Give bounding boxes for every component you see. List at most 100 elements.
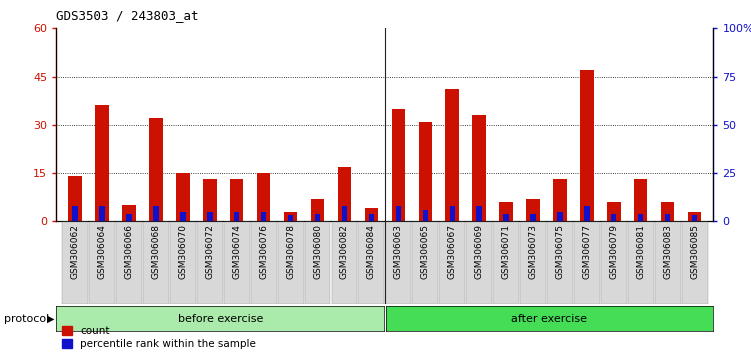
Text: after exercise: after exercise [511, 314, 587, 324]
FancyBboxPatch shape [89, 222, 115, 304]
Bar [557, 212, 562, 221]
FancyBboxPatch shape [305, 222, 330, 304]
Bar [180, 212, 185, 221]
Bar [311, 199, 324, 221]
Text: GSM306074: GSM306074 [232, 224, 241, 279]
Bar [665, 213, 671, 221]
Bar [445, 90, 459, 221]
FancyBboxPatch shape [170, 222, 196, 304]
Bar [68, 176, 82, 221]
Bar [126, 213, 131, 221]
FancyBboxPatch shape [385, 222, 412, 304]
Text: GSM306070: GSM306070 [179, 224, 188, 279]
Bar [580, 70, 593, 221]
Bar [611, 213, 617, 221]
Bar [153, 206, 158, 221]
FancyBboxPatch shape [574, 222, 600, 304]
Text: GDS3503 / 243803_at: GDS3503 / 243803_at [56, 9, 199, 22]
Bar [503, 213, 508, 221]
FancyBboxPatch shape [358, 222, 385, 304]
FancyBboxPatch shape [331, 222, 357, 304]
FancyBboxPatch shape [682, 222, 707, 304]
Legend: count, percentile rank within the sample: count, percentile rank within the sample [62, 326, 256, 349]
Bar [230, 179, 243, 221]
Bar [584, 206, 590, 221]
Text: GSM306076: GSM306076 [259, 224, 268, 279]
Bar [338, 167, 351, 221]
Text: GSM306072: GSM306072 [205, 224, 214, 279]
Text: GSM306079: GSM306079 [609, 224, 618, 279]
Text: GSM306064: GSM306064 [98, 224, 107, 279]
FancyBboxPatch shape [251, 222, 276, 304]
Text: ▶: ▶ [47, 314, 54, 324]
Text: GSM306082: GSM306082 [340, 224, 349, 279]
Text: GSM306073: GSM306073 [529, 224, 538, 279]
Text: GSM306066: GSM306066 [125, 224, 134, 279]
Bar [99, 206, 105, 221]
Text: protocol: protocol [4, 314, 49, 324]
Text: GSM306077: GSM306077 [582, 224, 591, 279]
FancyBboxPatch shape [143, 222, 169, 304]
FancyBboxPatch shape [628, 222, 653, 304]
FancyBboxPatch shape [116, 222, 142, 304]
Bar [234, 212, 240, 221]
FancyBboxPatch shape [466, 222, 492, 304]
Text: GSM306085: GSM306085 [690, 224, 699, 279]
Text: GSM306068: GSM306068 [152, 224, 161, 279]
Bar [450, 206, 455, 221]
FancyBboxPatch shape [439, 222, 465, 304]
Bar [257, 173, 270, 221]
FancyBboxPatch shape [62, 222, 88, 304]
Text: before exercise: before exercise [177, 314, 263, 324]
Bar [607, 202, 620, 221]
FancyBboxPatch shape [547, 222, 573, 304]
Text: GSM306062: GSM306062 [71, 224, 80, 279]
Bar [692, 216, 697, 221]
Bar [396, 206, 401, 221]
Bar [288, 216, 294, 221]
FancyBboxPatch shape [412, 222, 439, 304]
Text: GSM306084: GSM306084 [367, 224, 376, 279]
FancyBboxPatch shape [601, 222, 627, 304]
Text: GSM306069: GSM306069 [475, 224, 484, 279]
Text: GSM306081: GSM306081 [636, 224, 645, 279]
Bar [423, 210, 428, 221]
Bar [342, 206, 347, 221]
Bar [73, 206, 78, 221]
Bar [472, 115, 486, 221]
Bar [176, 173, 190, 221]
Text: GSM306063: GSM306063 [394, 224, 403, 279]
FancyBboxPatch shape [224, 222, 249, 304]
Bar [553, 179, 567, 221]
Text: GSM306071: GSM306071 [502, 224, 511, 279]
Text: GSM306067: GSM306067 [448, 224, 457, 279]
FancyBboxPatch shape [655, 222, 680, 304]
Bar [149, 118, 163, 221]
Bar [526, 199, 540, 221]
Bar [207, 212, 213, 221]
Bar [261, 212, 267, 221]
Bar [638, 213, 644, 221]
Text: GSM306080: GSM306080 [313, 224, 322, 279]
FancyBboxPatch shape [493, 222, 519, 304]
Bar [530, 213, 535, 221]
Bar [661, 202, 674, 221]
Text: GSM306065: GSM306065 [421, 224, 430, 279]
Bar [95, 105, 109, 221]
Text: GSM306075: GSM306075 [556, 224, 565, 279]
Bar [122, 205, 136, 221]
Bar [688, 212, 701, 221]
Bar [315, 213, 320, 221]
Bar [284, 212, 297, 221]
Bar [369, 213, 374, 221]
Bar [476, 206, 482, 221]
Bar [499, 202, 513, 221]
Bar [365, 209, 379, 221]
FancyBboxPatch shape [278, 222, 303, 304]
Bar [418, 121, 432, 221]
Bar [203, 179, 216, 221]
Text: GSM306083: GSM306083 [663, 224, 672, 279]
FancyBboxPatch shape [197, 222, 223, 304]
Bar [391, 109, 405, 221]
Bar [634, 179, 647, 221]
